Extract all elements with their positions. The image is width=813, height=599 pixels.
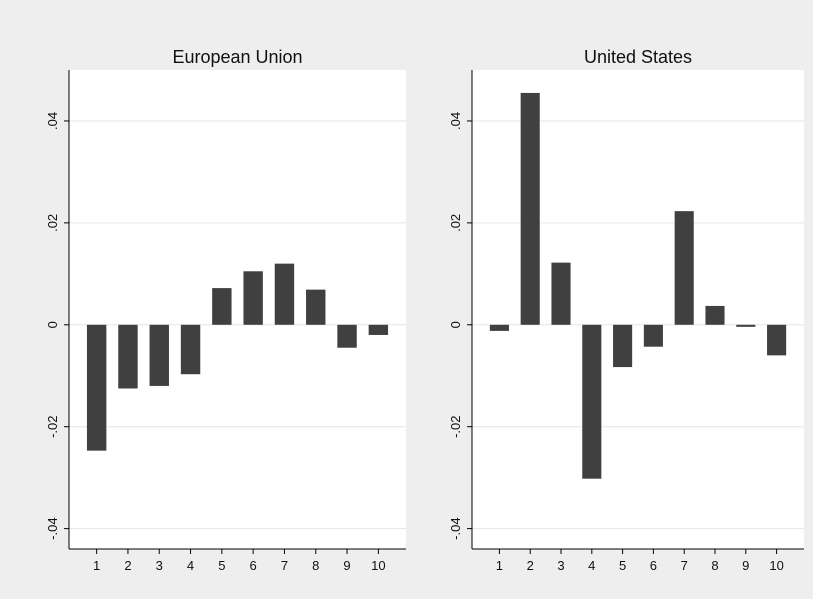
bar-3 <box>149 324 169 386</box>
bar-6 <box>643 324 663 347</box>
x-tick-label: 5 <box>619 558 626 573</box>
x-tick-label: 3 <box>557 558 564 573</box>
bar-10 <box>368 324 389 335</box>
x-tick-label: 2 <box>527 558 534 573</box>
y-tick-label: -.02 <box>448 415 463 437</box>
bar-1 <box>86 324 107 451</box>
x-tick-label: 2 <box>124 558 131 573</box>
x-tick-label: 10 <box>769 558 783 573</box>
y-tick-label: -.02 <box>45 415 60 437</box>
bar-8 <box>306 289 326 325</box>
bar-3 <box>551 262 571 325</box>
x-tick-label: 10 <box>371 558 385 573</box>
bar-7 <box>274 263 295 325</box>
bar-9 <box>736 324 756 327</box>
bar-6 <box>243 271 263 325</box>
panel-title: United States <box>584 47 692 67</box>
y-tick-label: .02 <box>448 214 463 232</box>
x-tick-label: 4 <box>588 558 595 573</box>
bar-2 <box>118 324 138 389</box>
x-tick-label: 7 <box>681 558 688 573</box>
panel-european-union: European Union 1 2 3 4 5 6 7 8 9 10 -.04 -.02 0 .02 .04 <box>45 47 406 573</box>
y-tick-label: .04 <box>448 112 463 130</box>
y-tick-label: -.04 <box>448 517 463 539</box>
x-tick-label: 5 <box>218 558 225 573</box>
bar-1 <box>489 324 509 331</box>
x-tick-label: 6 <box>250 558 257 573</box>
bar-4 <box>582 324 602 479</box>
bar-9 <box>337 324 357 348</box>
bar-2 <box>520 92 540 325</box>
x-tick-label: 3 <box>156 558 163 573</box>
bar-5 <box>613 324 633 368</box>
x-tick-label: 6 <box>650 558 657 573</box>
panel-title: European Union <box>172 47 302 67</box>
bar-7 <box>674 211 694 325</box>
plot-area <box>69 70 406 549</box>
bar-5 <box>212 288 232 325</box>
bar-8 <box>705 305 725 325</box>
y-tick-label: .02 <box>45 214 60 232</box>
x-tick-label: 1 <box>93 558 100 573</box>
x-tick-label: 7 <box>281 558 288 573</box>
x-tick-label: 8 <box>312 558 319 573</box>
x-tick-label: 9 <box>343 558 350 573</box>
x-tick-label: 4 <box>187 558 194 573</box>
bar-4 <box>180 324 201 375</box>
bar-10 <box>767 324 787 356</box>
x-tick-label: 9 <box>742 558 749 573</box>
y-tick-label: 0 <box>448 321 463 328</box>
y-tick-label: .04 <box>45 112 60 130</box>
panel-united-states: United States 1 2 3 4 5 6 7 8 9 10 -.04 -.02 0 .02 .04 <box>448 47 804 573</box>
y-tick-label: -.04 <box>45 517 60 539</box>
y-tick-label: 0 <box>45 321 60 328</box>
x-tick-label: 8 <box>711 558 718 573</box>
x-tick-label: 1 <box>496 558 503 573</box>
